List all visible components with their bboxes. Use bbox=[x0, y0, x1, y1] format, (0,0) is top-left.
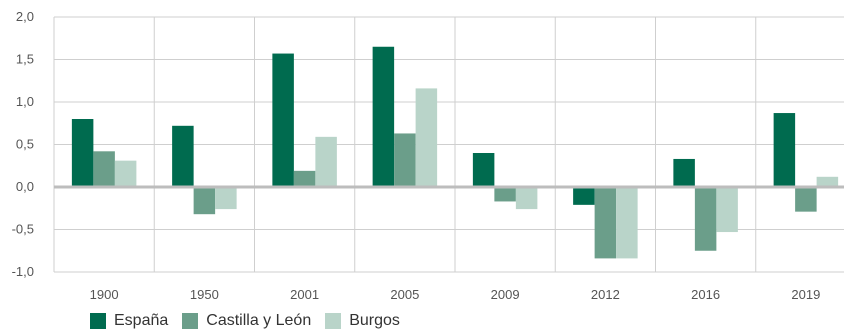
x-tick-label: 2012 bbox=[591, 287, 620, 302]
legend-label-burgos: Burgos bbox=[349, 312, 400, 329]
bar-españa-2009 bbox=[472, 153, 495, 187]
bar-españa-2012 bbox=[573, 187, 595, 205]
x-tick-label: 2005 bbox=[390, 287, 419, 302]
y-tick-label: 2,0 bbox=[16, 9, 34, 24]
bar-castilla-y-león-1900 bbox=[93, 151, 115, 187]
legend-swatch-castilla-y-leon bbox=[182, 313, 199, 329]
bar-burgos-2009 bbox=[515, 187, 538, 210]
bar-castilla-y-león-2012 bbox=[594, 187, 617, 259]
y-tick-label: 1,0 bbox=[16, 94, 34, 109]
bar-españa-1950 bbox=[172, 125, 194, 187]
bar-españa-1900 bbox=[71, 119, 94, 187]
y-tick-label: -0,5 bbox=[12, 222, 34, 237]
legend-item-burgos: Burgos bbox=[325, 312, 400, 330]
y-tick-label: 1,5 bbox=[16, 52, 34, 67]
legend-swatch-burgos bbox=[325, 313, 342, 329]
legend-item-espana: España bbox=[90, 312, 168, 330]
y-tick-label: 0,5 bbox=[16, 137, 34, 152]
legend-swatch-espana bbox=[90, 313, 106, 329]
x-tick-label: 2019 bbox=[791, 287, 820, 302]
x-tick-label: 2001 bbox=[290, 287, 319, 302]
legend-label-castilla-y-leon: Castilla y León bbox=[206, 312, 312, 329]
y-axis-tick-labels: 2,0 1,5 1,0 0,5 0,0 -0,5 -1,0 bbox=[12, 9, 34, 279]
bar-burgos-2019 bbox=[816, 176, 839, 187]
legend-item-castilla-y-leon: Castilla y León bbox=[182, 312, 311, 330]
bar-españa-2001 bbox=[272, 53, 294, 187]
legend-label-espana: España bbox=[114, 312, 169, 329]
bar-burgos-2005 bbox=[415, 88, 438, 187]
legend: España Castilla y León Burgos bbox=[90, 312, 414, 330]
x-tick-label: 2016 bbox=[691, 287, 720, 302]
y-tick-label: 0,0 bbox=[16, 179, 34, 194]
bar-burgos-2012 bbox=[616, 187, 638, 259]
bar-castilla-y-león-2005 bbox=[394, 133, 416, 187]
bar-castilla-y-león-2016 bbox=[694, 187, 717, 251]
x-tick-label: 1950 bbox=[190, 287, 219, 302]
bar-burgos-2016 bbox=[716, 187, 738, 233]
bars bbox=[71, 46, 839, 259]
bar-españa-2019 bbox=[773, 113, 796, 187]
bar-burgos-2001 bbox=[315, 136, 337, 187]
bar-castilla-y-león-2001 bbox=[293, 170, 316, 187]
bar-castilla-y-león-2009 bbox=[494, 187, 516, 202]
bar-burgos-1900 bbox=[114, 160, 137, 187]
bar-castilla-y-león-1950 bbox=[193, 187, 216, 215]
bar-burgos-1950 bbox=[215, 187, 237, 210]
grid-lines bbox=[53, 16, 844, 273]
x-tick-label: 2009 bbox=[491, 287, 520, 302]
bar-castilla-y-león-2019 bbox=[795, 187, 817, 212]
y-tick-label: -1,0 bbox=[12, 264, 34, 279]
bar-españa-2016 bbox=[673, 158, 695, 187]
bar-españa-2005 bbox=[372, 46, 395, 187]
x-axis-tick-labels: 1900 1950 2001 2005 2009 2012 2016 2019 bbox=[90, 287, 821, 302]
x-tick-label: 1900 bbox=[90, 287, 119, 302]
